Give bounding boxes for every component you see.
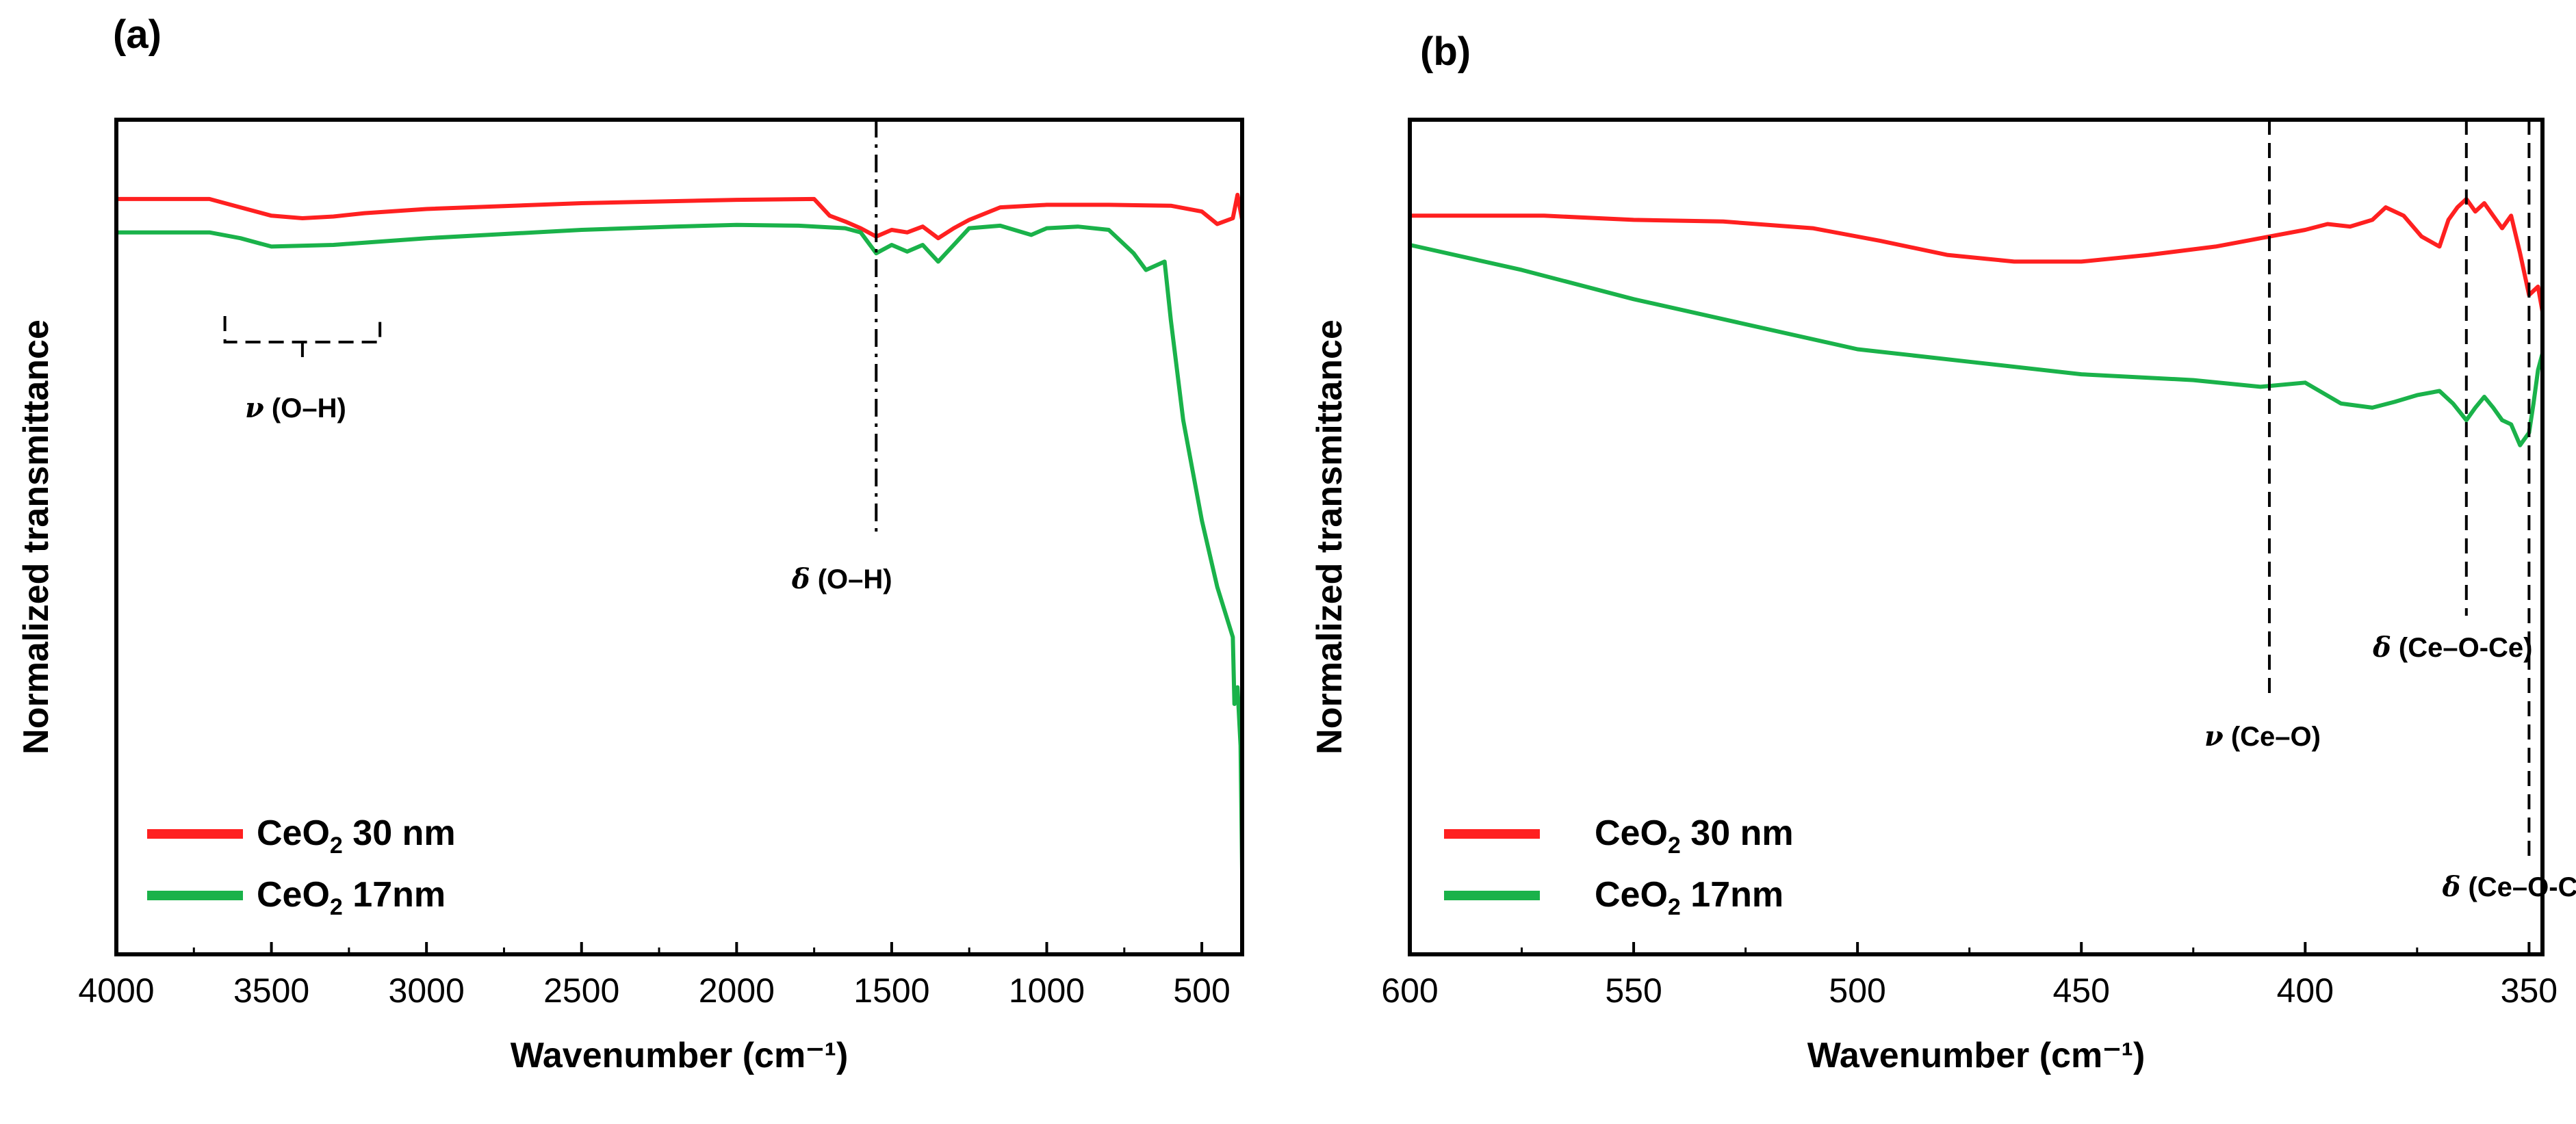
annotation-symbol: ν	[245, 392, 264, 424]
x-tick-label: 550	[1605, 971, 1662, 1010]
annotation-symbol: ν	[2204, 720, 2224, 753]
legend-suffix: 17nm	[1681, 875, 1783, 915]
x-tick-label: 3000	[389, 971, 465, 1010]
x-tick-label: 1000	[1009, 971, 1085, 1010]
annotation-symbol: δ	[2372, 631, 2391, 664]
annotation-label: δ (Ce–O-Ce)	[2372, 631, 2532, 664]
panel-label: (b)	[1420, 29, 1471, 74]
annotation-symbol: δ	[791, 563, 810, 595]
x-tick-label: 3500	[233, 971, 309, 1010]
x-tick-label: 2500	[543, 971, 619, 1010]
series-line-ceo2-17nm	[1409, 243, 2545, 447]
legend-label: CeO2 17nm	[1595, 875, 1783, 920]
bracket-marker	[223, 316, 382, 357]
legend-label: CeO2 30 nm	[257, 813, 456, 859]
annotation-text: (Ce–O-Ce)	[2391, 633, 2533, 663]
annotation-label: δ (O–H)	[791, 563, 892, 595]
series-line-ceo2-17nm	[116, 222, 1244, 872]
legend-subscript: 2	[330, 833, 343, 859]
legend-suffix: 30 nm	[1681, 813, 1794, 853]
annotation-text: (O–H)	[810, 564, 892, 594]
annotation-text: (O–H)	[264, 393, 346, 423]
annotation-label: ν (Ce–O)	[2204, 720, 2321, 753]
x-tick-label: 1500	[853, 971, 929, 1010]
x-tick-label: 2000	[699, 971, 775, 1010]
y-axis-label: Normalized transmittance	[16, 319, 56, 755]
legend-label: CeO2 30 nm	[1595, 813, 1794, 859]
annotation-symbol: δ	[2442, 871, 2461, 903]
legend-subscript: 2	[1668, 894, 1681, 920]
legend-subscript: 2	[1668, 833, 1681, 859]
x-axis-label: Wavenumber (cm⁻¹)	[511, 1036, 849, 1075]
panel-b: (b)ν (Ce–O)δ (Ce–O-Ce)δ (Ce–O-Ce)6005505…	[1310, 29, 2576, 1075]
legend-text: CeO	[257, 875, 330, 915]
series-line-ceo2-30nm	[116, 192, 1244, 241]
annotation-label: ν (O–H)	[245, 392, 346, 424]
plot-frame	[1408, 118, 2545, 956]
legend-text: CeO	[257, 813, 330, 853]
legend-subscript: 2	[330, 894, 343, 920]
legend-label: CeO2 17nm	[257, 875, 446, 920]
y-axis-label: Normalized transmittance	[1310, 319, 1350, 755]
legend-suffix: 30 nm	[343, 813, 456, 853]
x-axis-label: Wavenumber (cm⁻¹)	[1807, 1036, 2146, 1075]
x-tick-label: 500	[1829, 971, 1885, 1010]
x-tick-label: 500	[1173, 971, 1230, 1010]
x-tick-label: 600	[1381, 971, 1438, 1010]
plot-frame	[114, 118, 1244, 956]
panel-label: (a)	[113, 12, 162, 57]
series-line-ceo2-30nm	[1410, 196, 2545, 313]
x-tick-label: 4000	[78, 971, 154, 1010]
annotation-text: (Ce–O)	[2224, 722, 2321, 752]
annotation-label: δ (Ce–O-Ce)	[2442, 871, 2576, 903]
legend-text: CeO	[1595, 813, 1668, 853]
legend-suffix: 17nm	[343, 875, 446, 915]
x-tick-label: 400	[2277, 971, 2334, 1010]
x-tick-label: 350	[2501, 971, 2558, 1010]
annotation-text: (Ce–O-Ce)	[2460, 872, 2576, 902]
x-tick-label: 450	[2053, 971, 2110, 1010]
legend-text: CeO	[1595, 875, 1668, 915]
panel-a: (a)ν (O–H)δ (O–H)4000 3500 3000 2500 2000 150…	[16, 12, 1244, 1075]
